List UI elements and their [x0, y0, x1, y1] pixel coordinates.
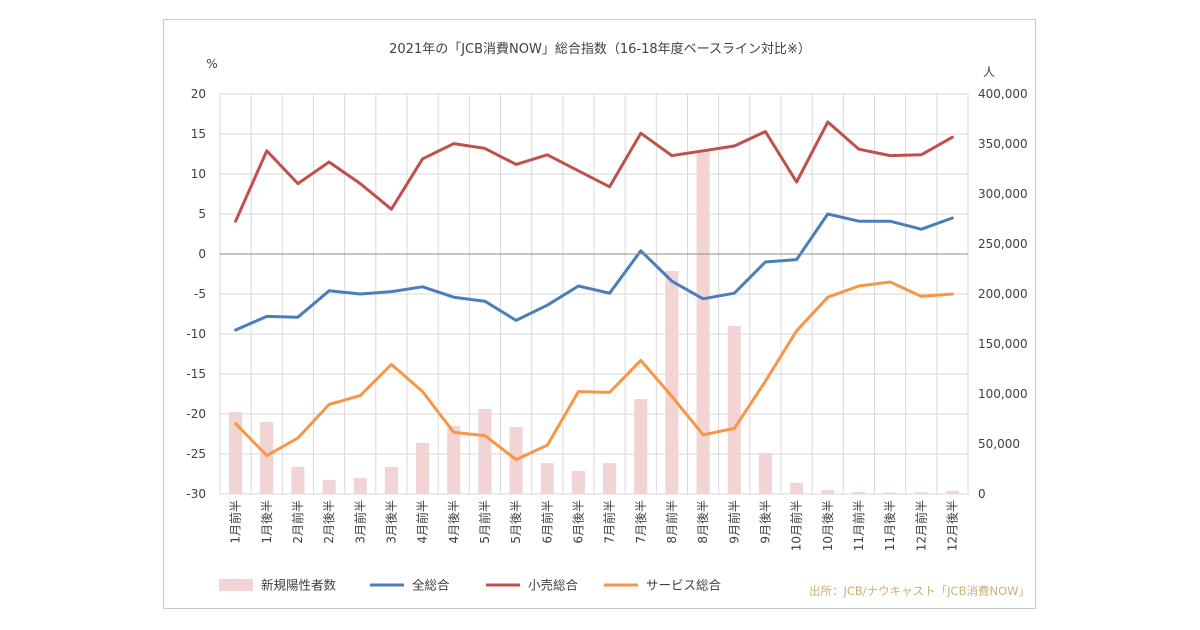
category-label: 7月後半: [634, 500, 648, 544]
category-label: 9月後半: [758, 500, 772, 544]
category-label: 2月前半: [290, 500, 305, 544]
left-tick-label: -30: [186, 487, 206, 501]
bar-5月前半: [478, 409, 492, 494]
bars-layer: [229, 151, 959, 494]
category-label: 11月後半: [883, 500, 897, 551]
plot-border: [219, 93, 969, 495]
left-tick-label: -10: [186, 327, 206, 341]
bar-10月前半: [790, 483, 804, 494]
category-label: 12月前半: [913, 500, 928, 551]
category-label: 4月後半: [447, 500, 461, 544]
line-サービス総合: [234, 280, 954, 462]
right-tick-label: 250,000: [978, 237, 1028, 251]
legend-label: 新規陽性者数: [261, 578, 337, 593]
right-tick-label: 50,000: [978, 437, 1020, 451]
bar-2月後半: [322, 480, 336, 494]
bar-11月前半: [852, 492, 866, 494]
bar-8月前半: [665, 271, 679, 494]
right-tick-label: 150,000: [978, 337, 1028, 351]
bar-9月後半: [758, 453, 772, 494]
left-tick-label: 10: [191, 167, 206, 181]
bar-2月前半: [291, 467, 305, 494]
axes-layer: 20 15 10 5 0 -5 -10 -15 -20 -25 -30 400,000 350,000 3…: [186, 87, 1027, 551]
bar-12月前半: [914, 492, 928, 494]
category-label: 2月後半: [322, 500, 336, 544]
legend-label: 小売総合: [528, 578, 579, 593]
bar-6月後半: [571, 471, 585, 494]
category-label: 1月前半: [228, 500, 243, 544]
category-label: 5月後半: [509, 500, 523, 544]
source-note: 出所：JCB/ナウキャスト「JCB消費NOW」: [809, 584, 1030, 598]
bar-6月前半: [540, 463, 554, 494]
legend: 新規陽性者数 全総合 小売総合 サービス総合: [219, 578, 722, 593]
category-label: 8月後半: [696, 500, 710, 544]
legend-swatch: [219, 579, 253, 591]
bar-3月後半: [384, 467, 398, 494]
bar-9月前半: [727, 326, 741, 494]
category-label: 5月前半: [477, 500, 492, 544]
chart-frame: 20 15 10 5 0 -5 -10 -15 -20 -25 -30 400,000 350,000 3…: [163, 19, 1036, 609]
right-tick-label: 100,000: [978, 387, 1028, 401]
left-tick-label: -20: [186, 407, 206, 421]
right-tick-label: 200,000: [978, 287, 1028, 301]
category-label: 9月前半: [726, 500, 741, 544]
left-tick-label: 20: [191, 87, 206, 101]
bar-7月前半: [603, 463, 617, 494]
chart: 20 15 10 5 0 -5 -10 -15 -20 -25 -30 400,000 350,000 3…: [186, 41, 1030, 598]
category-label: 3月前半: [352, 500, 367, 544]
legend-label: 全総合: [412, 578, 450, 593]
left-tick-label: 5: [198, 207, 206, 221]
category-label: 1月後半: [260, 500, 274, 544]
bar-12月後半: [945, 491, 959, 494]
category-label: 10月後半: [821, 500, 835, 551]
bar-11月後半: [883, 492, 897, 494]
right-tick-label: 400,000: [978, 87, 1028, 101]
line-小売総合: [234, 120, 954, 223]
bar-8月後半: [696, 151, 710, 494]
bar-1月前半: [229, 412, 243, 494]
category-label: 11月前半: [851, 500, 866, 551]
left-axis-unit: %: [206, 57, 217, 71]
legend-label: サービス総合: [646, 578, 722, 593]
left-tick-label: -25: [186, 447, 206, 461]
left-tick-label: -5: [194, 287, 206, 301]
category-label: 3月後半: [384, 500, 398, 544]
category-label: 10月前半: [789, 500, 804, 551]
chart-title: 2021年の「JCB消費NOW」総合指数（16-18年度ベースライン対比※）: [389, 41, 811, 57]
grid: [219, 93, 969, 495]
lines-layer: [234, 120, 954, 462]
line-全総合: [234, 212, 954, 332]
category-label: 6月前半: [539, 500, 554, 544]
left-tick-label: -15: [186, 367, 206, 381]
bar-4月後半: [447, 426, 461, 494]
right-tick-label: 350,000: [978, 137, 1028, 151]
bar-3月前半: [353, 478, 367, 494]
bar-10月後半: [821, 490, 835, 494]
bar-7月後半: [634, 399, 648, 494]
category-label: 7月前半: [602, 500, 617, 544]
left-tick-label: 0: [198, 247, 206, 261]
category-label: 8月前半: [664, 500, 679, 544]
right-tick-label: 0: [978, 487, 986, 501]
bar-1月後半: [260, 422, 274, 494]
category-label: 6月後半: [571, 500, 585, 544]
category-label: 4月前半: [415, 500, 430, 544]
left-tick-label: 15: [191, 127, 206, 141]
bar-4月前半: [416, 443, 430, 494]
category-label: 12月後半: [945, 500, 959, 551]
right-tick-label: 300,000: [978, 187, 1028, 201]
right-axis-unit: 人: [983, 65, 995, 79]
